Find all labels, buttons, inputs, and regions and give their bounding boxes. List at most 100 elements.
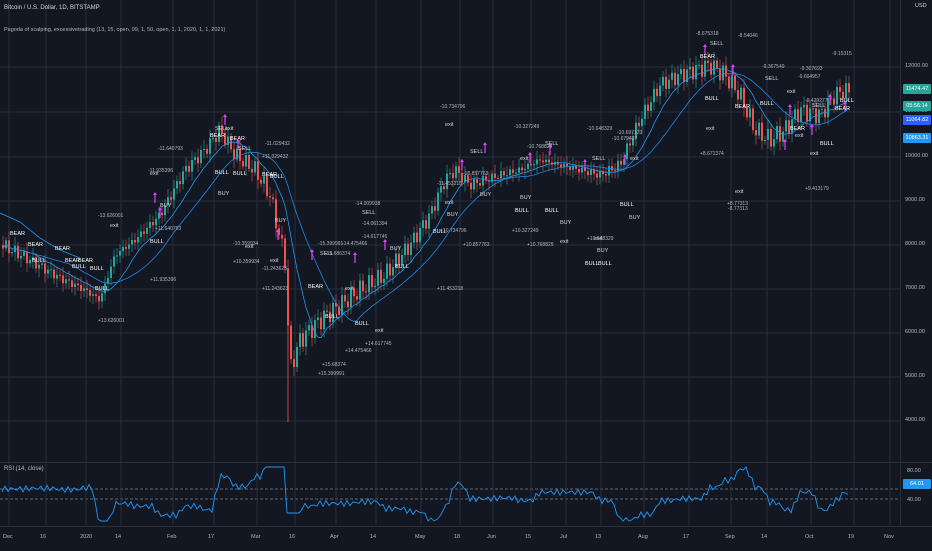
- candle-body: [35, 257, 37, 269]
- price-tick: 10000.00: [905, 153, 928, 159]
- signal-bull-label: BULL: [325, 314, 339, 320]
- signal-bear-label: BEAR: [78, 258, 93, 264]
- pnl-annotation: -10.679487: [612, 136, 638, 142]
- candle-body: [602, 171, 604, 175]
- pnl-annotation: +10.768829: [527, 242, 554, 248]
- candle-body: [833, 98, 835, 105]
- candle-body: [275, 199, 277, 229]
- candle-body: [149, 222, 151, 228]
- time-tick: 14: [761, 534, 768, 540]
- candle-body: [257, 161, 259, 180]
- pnl-annotation: +10.359934: [233, 259, 260, 265]
- price-chart[interactable]: BEARBEARBULLBEARBEARBULLBEARBULLBULLBULL…: [0, 0, 900, 462]
- buy-label: BUY: [520, 195, 532, 201]
- time-tick: Nov: [884, 534, 894, 540]
- candle-body: [476, 178, 478, 184]
- candle-body: [458, 166, 460, 174]
- candle-body: [539, 159, 541, 161]
- time-tick: Sep: [725, 534, 735, 540]
- candle-body: [695, 65, 697, 80]
- candle-body: [515, 172, 517, 174]
- price-axis[interactable]: USD 12000.00 11000.00 10000.00 9000.00 8…: [900, 0, 932, 462]
- candle-body: [362, 280, 364, 292]
- candle-body: [368, 275, 370, 293]
- signal-bull-label: BULL: [270, 174, 284, 180]
- exit-label: exit: [345, 286, 354, 292]
- sell-label: SELL: [710, 41, 723, 47]
- signal-bull-label: BULL: [150, 239, 164, 245]
- exit-label: exit: [245, 244, 254, 250]
- pane-divider[interactable]: [0, 462, 932, 463]
- candle-body: [155, 218, 157, 226]
- pnl-annotation: +13.626001: [98, 318, 125, 324]
- signal-bull-label: BULL: [840, 98, 854, 104]
- candle-body: [614, 170, 616, 172]
- signal-arrow: [828, 94, 832, 105]
- candle-body: [791, 119, 793, 134]
- candle-body: [128, 244, 130, 249]
- candle-body: [566, 163, 568, 167]
- candle-body: [194, 157, 196, 160]
- candle-body: [404, 243, 406, 256]
- candle-body: [785, 120, 787, 132]
- signal-arrow: [528, 152, 532, 163]
- candle-body: [353, 287, 355, 297]
- candle-body: [641, 118, 643, 127]
- candle-body: [20, 255, 22, 259]
- candle-body: [140, 231, 142, 238]
- main-chart-pane[interactable]: BEAR BEAR BULL BEAR BEAR BULL BEAR BULL BULL BULL…: [0, 0, 900, 462]
- candle-body: [23, 251, 25, 256]
- price-tick: 12000.00: [905, 63, 928, 69]
- price-tick: 4000.00: [905, 417, 925, 423]
- buy-label: BUY: [390, 246, 402, 252]
- candle-body: [797, 109, 799, 122]
- candle-body: [134, 240, 136, 243]
- candle-body: [443, 186, 445, 190]
- signal-bull-label: BULL: [233, 171, 247, 177]
- signal-arrow: [810, 124, 814, 135]
- time-axis[interactable]: Dec 16 2020 14 Feb 17 Mar 16 Apr 14 May 18 Jun 15 Jul 1…: [0, 526, 932, 551]
- candle-body: [845, 83, 847, 99]
- pnl-annotation: -9.429277: [805, 98, 828, 104]
- signal-arrow: [548, 144, 552, 155]
- rsi-chart[interactable]: [0, 463, 900, 525]
- candle-body: [398, 253, 400, 266]
- buy-label: BUY: [560, 220, 572, 226]
- candle-body: [299, 333, 301, 347]
- candle-body: [533, 164, 535, 166]
- candle-body: [218, 125, 220, 142]
- candle-body: [92, 294, 94, 296]
- arrow-head: [788, 104, 792, 107]
- candle-body: [686, 69, 688, 82]
- signal-bull-label: BULL: [215, 170, 229, 176]
- candle-body: [680, 68, 682, 75]
- signal-bear-label: BEAR: [230, 136, 245, 142]
- indicator-legend[interactable]: Pagoda of scalping, excessivetrading (13…: [4, 27, 226, 33]
- candle-body: [719, 68, 721, 81]
- arrow-head: [460, 159, 464, 162]
- candle-body: [209, 138, 211, 154]
- arrow-head: [731, 64, 735, 67]
- pnl-annotation: -10.768829: [527, 144, 553, 150]
- candle-body: [740, 87, 742, 100]
- candle-body: [839, 87, 841, 92]
- exit-label: exit: [735, 189, 744, 195]
- candle-body: [701, 64, 703, 77]
- signal-arrow: [583, 159, 587, 170]
- rsi-pane[interactable]: RSI (14, close): [0, 463, 900, 525]
- rsi-axis[interactable]: 80.00 64.01 40.00: [900, 463, 932, 525]
- candle-body: [422, 220, 424, 228]
- time-tick: 16: [289, 534, 296, 540]
- candle-body: [326, 310, 328, 312]
- pnl-annotation: -9.307693: [800, 66, 823, 72]
- moving-average-fast: [2, 67, 850, 339]
- signal-bear-label: BEAR: [835, 106, 850, 112]
- candle-body: [224, 133, 226, 145]
- time-tick: 14: [115, 534, 122, 540]
- signal-bull-label: BULL: [820, 141, 834, 147]
- candle-body: [482, 176, 484, 186]
- time-tick: Feb: [167, 534, 177, 540]
- signal-bear-label: BEAR: [790, 126, 805, 132]
- rsi-legend[interactable]: RSI (14, close): [4, 466, 44, 472]
- candle-body: [590, 169, 592, 176]
